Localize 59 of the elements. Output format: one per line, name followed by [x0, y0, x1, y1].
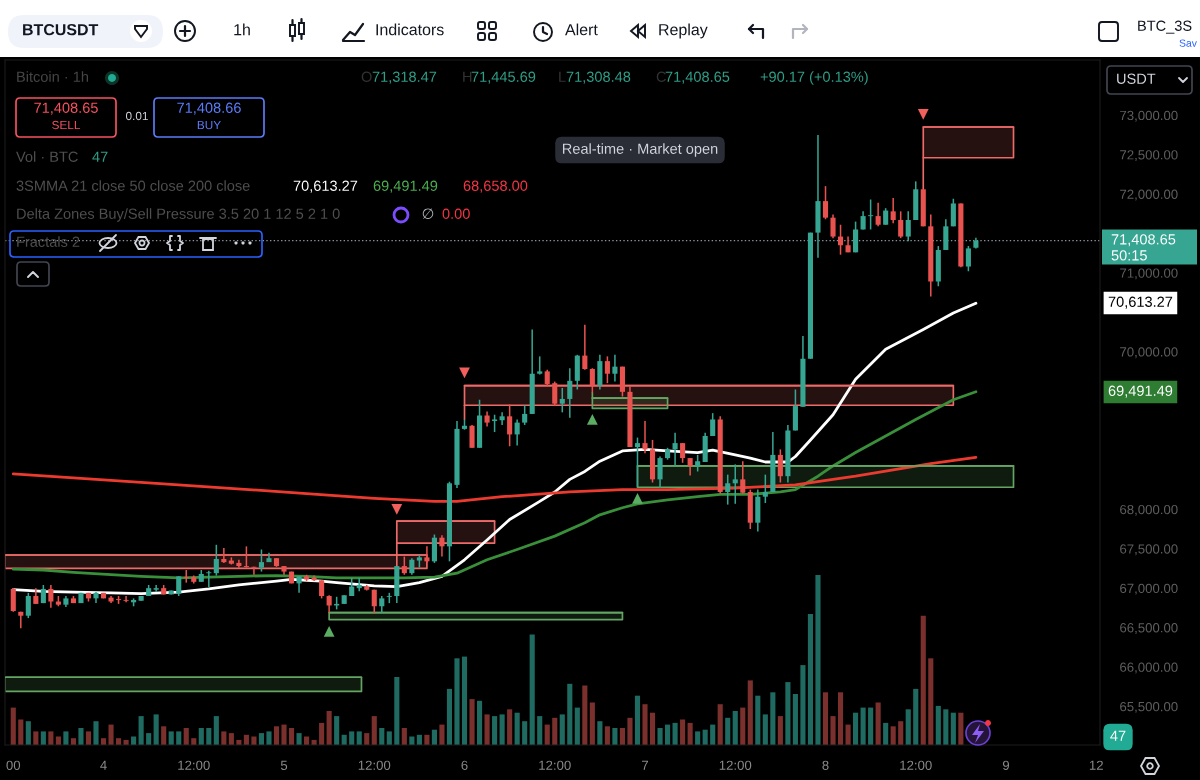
- annotation: 47: [92, 151, 108, 162]
- annotation: Vol · BTC: [16, 151, 78, 162]
- annotation: Delta Zones Buy/Sell Pressure 3.5 20 1 12 5 2 1 0: [17, 208, 340, 222]
- annotation: 70,613.27: [293, 180, 358, 193]
- annotation: 71,408.66: [177, 102, 241, 115]
- y-tick-label: 72,000.00: [1120, 189, 1178, 201]
- annotation: Real-time · Market open: [562, 143, 718, 157]
- text: Replay: [659, 23, 708, 39]
- x-tick-label: 12: [1089, 760, 1103, 770]
- x-tick-label: 6: [461, 760, 468, 770]
- x-tick-label: 12:00: [539, 760, 571, 770]
- annotation: SELL: [52, 120, 81, 130]
- text: 47: [1110, 730, 1126, 741]
- annotation: 3SMMA 21 close 50 close 200 close: [16, 180, 250, 191]
- y-tick-label: 73,000.00: [1120, 110, 1178, 122]
- annotation: 0.00: [442, 208, 470, 219]
- x-tick-label: 12:00: [358, 760, 391, 770]
- text: 1h: [234, 23, 250, 36]
- text: Alert: [565, 23, 598, 36]
- y-tick-label: 72,500.00: [1120, 150, 1178, 162]
- text: Sav: [1179, 39, 1197, 47]
- annotation: Fractals 2: [17, 236, 80, 247]
- x-tick-label: 7: [642, 760, 649, 770]
- annotation: 71,308.48: [566, 71, 631, 84]
- annotation: 71,408.65: [665, 71, 730, 84]
- annotation: 69,491.49: [373, 180, 438, 193]
- x-tick-label: 12:00: [900, 760, 932, 770]
- text: USDT: [1117, 73, 1156, 84]
- text: 50:15: [1111, 250, 1147, 261]
- text: BTC_3S: [1138, 20, 1192, 34]
- text: 69,491.49: [1108, 385, 1173, 398]
- annotation: 71,445.69: [471, 71, 536, 84]
- y-tick-label: 65,500.00: [1120, 701, 1178, 713]
- text: Bitcoin · 1h: [17, 71, 89, 82]
- x-tick-label: 00: [6, 760, 21, 770]
- annotation: 0.01: [125, 111, 148, 121]
- y-tick-label: 67,000.00: [1120, 583, 1178, 595]
- x-tick-label: 8: [822, 760, 829, 770]
- text: Indicators: [376, 23, 444, 36]
- x-tick-label: 9: [1002, 760, 1010, 770]
- x-tick-label: 5: [280, 760, 288, 770]
- x-tick-label: 4: [100, 760, 107, 770]
- x-tick-label: 12:00: [719, 760, 752, 770]
- annotation: 71,318.47: [372, 71, 437, 84]
- y-tick-label: 66,000.00: [1120, 662, 1178, 674]
- annotation: 71,408.65: [34, 102, 98, 115]
- annotation: BUY: [197, 120, 221, 130]
- annotation: ∅: [422, 208, 434, 219]
- y-tick-label: 71,000.00: [1120, 268, 1178, 280]
- annotation: +90.17 (+0.13%): [760, 71, 868, 85]
- y-tick-label: 68,000.00: [1120, 504, 1178, 516]
- text: BTCUSDT: [23, 23, 99, 36]
- ref-line-label: 71,408.65: [1111, 234, 1176, 247]
- y-tick-label: 70,000.00: [1120, 347, 1178, 359]
- text: 70,613.27: [1108, 296, 1173, 309]
- y-tick-label: 66,500.00: [1120, 623, 1178, 635]
- x-tick-label: 12:00: [178, 760, 210, 770]
- y-tick-label: 67,500.00: [1120, 544, 1178, 556]
- annotation: 68,658.00: [463, 180, 528, 193]
